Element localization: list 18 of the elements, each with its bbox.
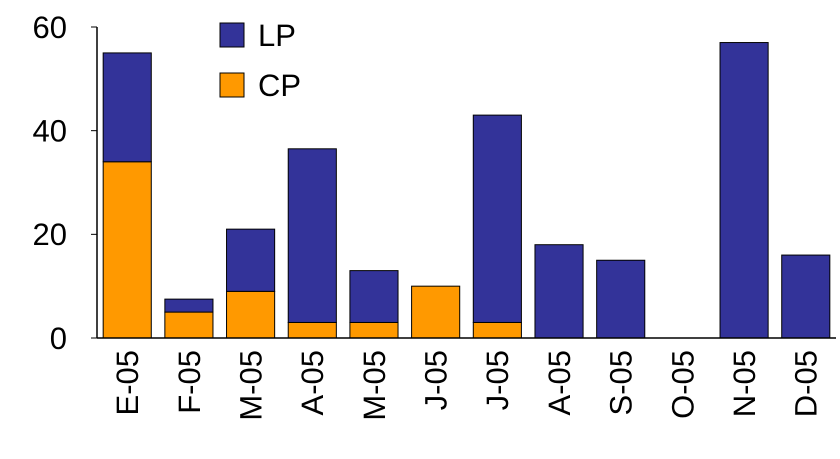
x-tick-label: J-05 bbox=[480, 350, 516, 410]
x-tick-label: S-05 bbox=[604, 350, 639, 416]
x-tick-label: A-05 bbox=[295, 350, 330, 416]
y-tick-label: 40 bbox=[32, 114, 67, 149]
y-tick-label: 0 bbox=[50, 320, 67, 356]
y-tick-label: 20 bbox=[32, 217, 67, 252]
x-tick-label: O-05 bbox=[665, 350, 700, 419]
x-tick-label: M-05 bbox=[356, 350, 392, 421]
x-tick-label: J-05 bbox=[418, 350, 454, 410]
y-tick-label: 60 bbox=[32, 10, 67, 45]
x-tick-label: F-05 bbox=[172, 350, 207, 414]
legend-label: LP bbox=[258, 18, 296, 53]
x-tick-label: E-05 bbox=[110, 350, 146, 416]
x-tick-label: D-05 bbox=[788, 350, 824, 418]
x-tick-label: A-05 bbox=[542, 350, 577, 416]
x-tick-label: M-05 bbox=[233, 350, 268, 421]
x-tick-label: N-05 bbox=[726, 350, 762, 418]
legend-label: CP bbox=[258, 68, 302, 103]
